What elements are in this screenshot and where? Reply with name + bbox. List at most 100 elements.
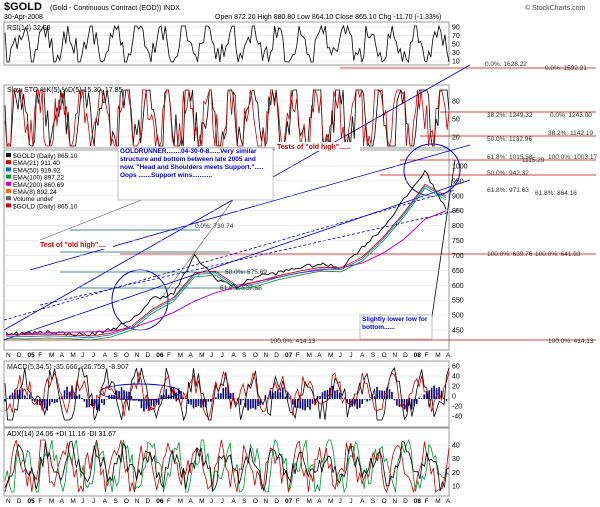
- fib-label: 61.8%: 1015.58: [487, 154, 533, 161]
- x-tick-label: S: [242, 498, 247, 505]
- x-tick-label: D: [403, 352, 408, 359]
- fib-label: 50.0%: 575.69: [225, 269, 267, 276]
- x-tick-label: A: [446, 352, 451, 359]
- fib-label: 50.0%: 1132.96: [487, 136, 532, 143]
- fib-label: 50.0%: 942.32: [487, 170, 529, 177]
- date: 30-Apr-2008: [4, 14, 43, 21]
- x-tick-label: N: [264, 498, 269, 505]
- x-tick-label: D: [17, 352, 22, 359]
- x-tick-label: J: [81, 352, 84, 359]
- sto-k-line: [4, 88, 450, 148]
- x-tick-label: S: [371, 498, 376, 505]
- x-tick-label: F: [38, 352, 42, 359]
- x-tick-label: A: [103, 352, 108, 359]
- rsi-tick-label: 70: [452, 33, 460, 40]
- x-tick-label: 05: [27, 498, 35, 505]
- adx-tick-label: 10: [452, 484, 460, 491]
- x-tick-label: 06: [156, 352, 164, 359]
- x-tick-label: D: [274, 352, 279, 359]
- fib-label: 0.0%: 1243.00: [550, 112, 592, 119]
- instrument-name: (Gold - Continuous Contract (EOD)) INDX: [50, 5, 180, 12]
- x-tick-label: F: [425, 352, 429, 359]
- plus-di-line: [4, 438, 450, 494]
- x-tick-label: O: [382, 498, 387, 505]
- x-tick-label: S: [113, 352, 118, 359]
- x-tick-label: A: [446, 498, 451, 505]
- macd-tick-label: 60: [452, 364, 460, 371]
- macd-tick-label: 20: [452, 384, 460, 391]
- rsi-line: [4, 24, 450, 63]
- stockcharts-logo: © StockCharts.com: [525, 4, 586, 12]
- fib-label: 100.0%: 414.13: [270, 338, 316, 345]
- x-tick-label: N: [392, 352, 397, 359]
- legend-swatch: [6, 160, 11, 165]
- x-tick-label: 07: [285, 352, 293, 359]
- adx-tick-label: 30: [452, 456, 460, 463]
- annotation-tests: Tests of "old high"......: [277, 144, 351, 151]
- minus-di-line: [4, 439, 450, 494]
- fib-label: 0.0%: 730.74: [195, 223, 234, 230]
- fib-label: 100.0%: 1003.17: [548, 154, 598, 161]
- x-tick-label: O: [124, 498, 129, 505]
- macd-tick-label: 0: [452, 394, 456, 401]
- x-tick-label: J: [210, 498, 213, 505]
- x-tick-label: O: [253, 352, 258, 359]
- x-tick-label: N: [135, 352, 140, 359]
- x-tick-label: A: [188, 352, 193, 359]
- x-tick-label: F: [296, 498, 300, 505]
- legend-swatch: [6, 153, 11, 157]
- rsi-panel: [3, 21, 450, 66]
- x-tick-label: J: [349, 352, 352, 359]
- legend-swatch: [6, 203, 11, 208]
- price-tick-label: 650: [452, 268, 464, 275]
- adx-line: [4, 440, 450, 492]
- macd-tick-label: -40: [452, 414, 462, 421]
- legend-entry: $GOLD (Daily) 865.10: [13, 153, 78, 160]
- x-tick-label: D: [146, 352, 151, 359]
- x-tick-label: M: [306, 498, 311, 505]
- ema100-line: [5, 187, 447, 341]
- x-tick-label: A: [317, 498, 322, 505]
- macd-panel: [3, 360, 450, 428]
- price-tick-label: 900: [452, 193, 464, 200]
- x-tick-label: A: [103, 498, 108, 505]
- fib-label: 38.2%: 1142.19: [548, 130, 593, 137]
- rsi-tick-label: 30: [452, 50, 460, 57]
- x-tick-label: M: [70, 352, 75, 359]
- macd-tick-label: -20: [452, 404, 462, 411]
- x-tick-label: J: [221, 352, 224, 359]
- x-tick-label: 08: [414, 498, 422, 505]
- x-tick-label: N: [6, 498, 11, 505]
- fib-label: 100.0%: 641.83: [535, 251, 581, 258]
- annotation-lower-low: Slightly lower low for bottom......: [362, 316, 428, 331]
- macd-signal-line: [4, 370, 450, 419]
- fib-label: 100.0%: 414.13: [548, 338, 594, 345]
- x-tick-label: D: [146, 498, 151, 505]
- x-tick-label: F: [425, 498, 429, 505]
- x-tick-label: A: [360, 352, 365, 359]
- legend-entry: EMA(50) 919.92: [13, 167, 61, 174]
- symbol: $GOLD: [4, 1, 42, 13]
- fib-label: 1115.29: [522, 157, 545, 164]
- price-tick-label: 550: [452, 298, 464, 305]
- x-tick-label: M: [178, 498, 183, 505]
- sto-tick-label: 50: [452, 117, 460, 124]
- fib-label: 0.0%: 1626.22: [485, 61, 527, 68]
- rsi-label: RSI(14) 32.63: [7, 25, 51, 32]
- legend-entry: EMA(8) 892.24: [13, 189, 57, 196]
- legend-entry: EMA(21) 911.40: [13, 160, 60, 167]
- fib-label: 100.0%: 639.76: [487, 251, 533, 258]
- macd-tick-label: 40: [452, 374, 460, 381]
- price-tick-label: 600: [452, 283, 464, 290]
- x-tick-label: N: [135, 498, 140, 505]
- legend-entry: EMA(100) 897.22: [13, 175, 64, 182]
- sto-d-line: [4, 89, 450, 148]
- adx-label: ADX(14) 24.06 +DI 11.16 -DI 31.67: [7, 431, 116, 438]
- fib-label: 61.8%: 864.16: [535, 190, 577, 197]
- x-tick-label: M: [49, 498, 54, 505]
- x-tick-label: M: [435, 352, 440, 359]
- macd-label: MACD(5,34,5) -35.666, -26.759, -8.907: [7, 364, 129, 371]
- x-tick-label: M: [199, 352, 204, 359]
- x-tick-label: M: [70, 498, 75, 505]
